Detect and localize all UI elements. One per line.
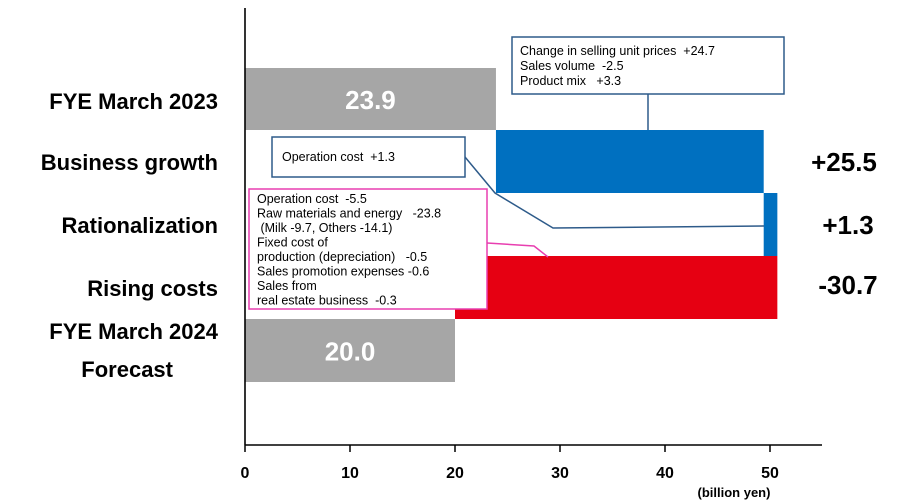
- annotation-text: (Milk -9.7, Others -14.1): [257, 221, 392, 235]
- category-label: Forecast: [81, 357, 173, 382]
- bar-rationalization: [763, 193, 778, 256]
- annotation-box-business-growth: [511, 36, 785, 95]
- delta-value-label: +1.3: [822, 210, 873, 240]
- x-tick-label: 50: [761, 465, 779, 482]
- annotation-text: Raw materials and energy -23.8: [257, 207, 441, 221]
- annotation-box-rising-costs: [248, 188, 488, 310]
- annotation-leader-line: [464, 156, 765, 229]
- bar-business-growth: [495, 130, 764, 193]
- annotation-text: Product mix +3.3: [520, 74, 621, 88]
- x-tick-label: 20: [446, 465, 464, 482]
- annotation-box-rationalization: [271, 136, 466, 178]
- bar-fye-march-2024-forecast: [245, 319, 455, 382]
- x-tick-label: 0: [241, 465, 250, 482]
- bar-fye-march-2023: [245, 68, 496, 130]
- category-label: FYE March 2023: [49, 89, 218, 114]
- category-label: Rationalization: [62, 213, 218, 238]
- x-unit-label: (billion yen): [698, 485, 771, 500]
- annotation-text: Operation cost -5.5: [257, 192, 367, 206]
- bar-value-label: 23.9: [345, 85, 396, 115]
- annotation-text: Sales volume -2.5: [520, 59, 624, 73]
- bar-rising-costs: [455, 256, 778, 319]
- category-label: Business growth: [41, 150, 218, 175]
- annotation-text: Sales from: [257, 279, 317, 293]
- annotation-leader-line: [486, 242, 549, 258]
- category-label: FYE March 2024: [49, 319, 219, 344]
- x-tick-label: 40: [656, 465, 674, 482]
- annotation-text: Fixed cost of: [257, 236, 328, 250]
- delta-value-label: -30.7: [818, 270, 877, 300]
- annotation-text: Sales promotion expenses -0.6: [257, 265, 429, 279]
- annotation-text: production (depreciation) -0.5: [257, 250, 427, 264]
- bar-value-label: 20.0: [325, 337, 376, 367]
- delta-value-label: +25.5: [811, 147, 877, 177]
- category-label: Rising costs: [87, 276, 218, 301]
- x-tick-label: 10: [341, 465, 359, 482]
- annotation-text: Change in selling unit prices +24.7: [520, 44, 715, 58]
- annotation-text: real estate business -0.3: [257, 294, 397, 308]
- annotation-text: Operation cost +1.3: [282, 150, 395, 164]
- x-tick-label: 30: [551, 465, 569, 482]
